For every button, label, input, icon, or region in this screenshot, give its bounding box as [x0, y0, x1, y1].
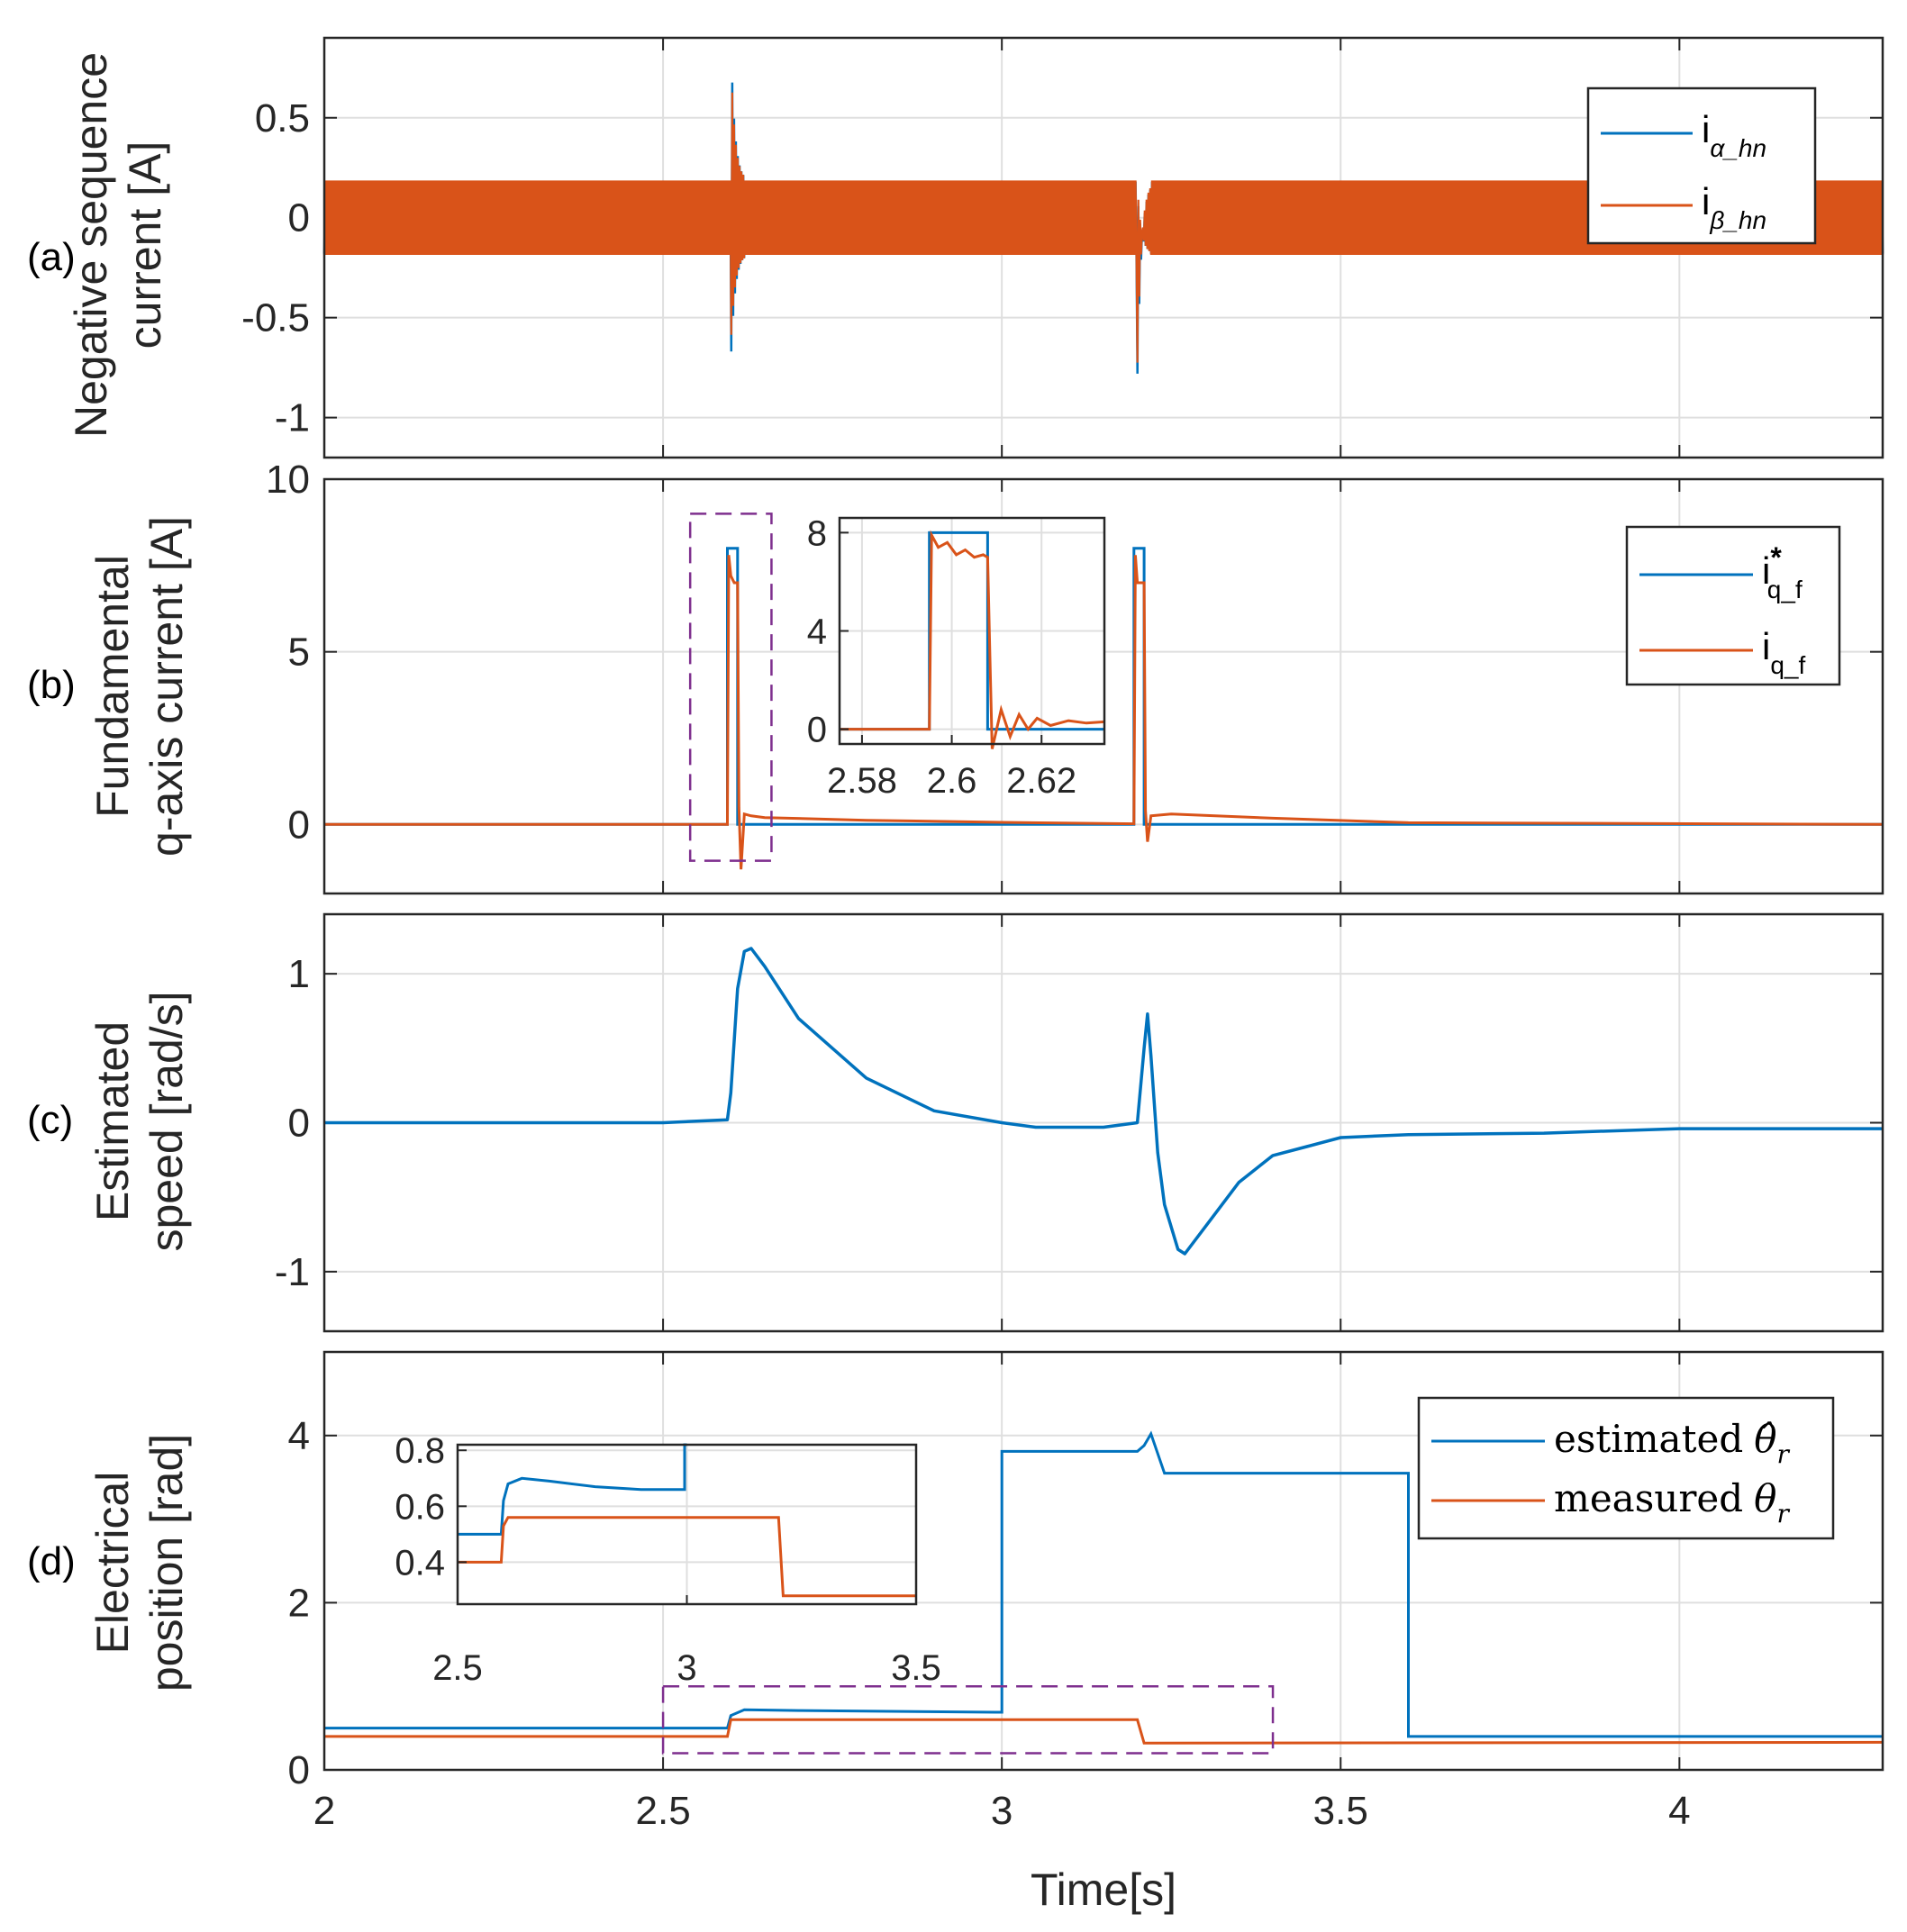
y-axis-label: Estimatedspeed [rad/s] — [87, 991, 192, 1251]
inset-y-tick-label: 0.6 — [395, 1487, 445, 1527]
legend-sub: q_f — [1767, 576, 1803, 603]
panel-label: (b) — [27, 663, 76, 707]
y-tick-label: 0 — [288, 1748, 310, 1792]
y-axis-label: Fundamentalq-axis current [A] — [87, 516, 192, 857]
inset-x-tick-label: 3.5 — [891, 1648, 941, 1688]
y-tick-label: 0.5 — [255, 96, 310, 141]
y-tick-label: 4 — [288, 1414, 310, 1458]
y-axis-label-line: q-axis current [A] — [141, 516, 192, 857]
legend-sub: α_hn — [1710, 134, 1766, 162]
legend-word: measured — [1554, 1476, 1743, 1520]
series-line-iq — [324, 555, 1884, 870]
legend-main: i — [1702, 108, 1710, 150]
legend-box — [1586, 86, 1817, 245]
y-tick-label: 0 — [288, 196, 310, 240]
y-tick-label: 0 — [288, 803, 310, 847]
y-tick-label: 10 — [266, 458, 310, 502]
y-axis-label: Negative sequencecurrent [A] — [66, 52, 170, 438]
legend-sub: q_f — [1770, 651, 1805, 679]
y-tick-label: -1 — [275, 396, 310, 440]
legend-sub: r — [1777, 1439, 1791, 1469]
y-axis-label-line: current [A] — [120, 141, 170, 349]
panel-label: (c) — [27, 1098, 73, 1142]
x-tick-label: 2 — [313, 1789, 335, 1833]
legend-box — [1417, 1396, 1835, 1540]
inset-y-tick-label: 4 — [807, 612, 827, 652]
legend-label: measured θr — [1554, 1476, 1790, 1528]
y-tick-label: 5 — [288, 630, 310, 675]
x-axis-label: Time[s] — [1031, 1864, 1176, 1915]
y-axis-label: Electricalposition [rad] — [87, 1434, 192, 1692]
y-axis-label-line: Estimated — [87, 1021, 138, 1221]
y-axis-label-line: Electrical — [87, 1472, 138, 1655]
inset-y-tick-label: 0 — [807, 711, 827, 750]
legend-symbol: θ̂ — [1754, 1417, 1776, 1461]
legend-sub: β_hn — [1709, 206, 1766, 234]
x-tick-label: 3.5 — [1313, 1789, 1368, 1833]
y-tick-label: -1 — [275, 1250, 310, 1294]
axes-frame — [322, 912, 1884, 1333]
y-tick-label: 2 — [288, 1581, 310, 1625]
y-tick-label: 1 — [288, 952, 310, 996]
inset-x-tick-label: 3 — [677, 1648, 696, 1688]
inset-series-line — [840, 530, 1105, 749]
panel-c: 1 0 -1 (c) Estimatedspeed [rad/s] — [27, 912, 1884, 1333]
y-tick-label: -0.5 — [241, 296, 310, 340]
series-line-theta-meas — [324, 1718, 1884, 1745]
inset-y-tick-label: 0.8 — [395, 1431, 445, 1471]
legend-sub: r — [1776, 1499, 1790, 1528]
legend-word: estimated — [1554, 1417, 1743, 1461]
inset-x-tick-label: 2.6 — [927, 761, 977, 801]
legend-label: estimated θ̂r — [1554, 1417, 1791, 1469]
legend-main: i — [1702, 180, 1710, 222]
inset-y-tick-label: 0.4 — [395, 1543, 445, 1583]
legend-box — [1625, 525, 1841, 686]
zoom-box — [661, 1684, 1275, 1755]
legend-label: iβ_hn — [1702, 180, 1766, 234]
x-tick-label: 2.5 — [636, 1789, 691, 1833]
legend-sup: * — [1770, 541, 1782, 574]
inset-series-line — [458, 1516, 916, 1598]
inset-y-tick-label: 8 — [807, 513, 827, 553]
legend-label: iq_f — [1762, 625, 1805, 679]
inset-x-tick-label: 2.58 — [827, 761, 897, 801]
panel-label: (d) — [27, 1539, 76, 1583]
zoom-box — [688, 512, 773, 862]
inset-x-tick-label: 2.62 — [1006, 761, 1076, 801]
legend-main: i — [1762, 549, 1770, 592]
legend-label: i* q_f — [1762, 541, 1803, 603]
legend-main: i — [1762, 625, 1770, 667]
y-axis-label-line: speed [rad/s] — [141, 991, 192, 1251]
legend-label: iα_hn — [1702, 108, 1766, 162]
y-tick-label: 0 — [288, 1102, 310, 1146]
series-line-theta-est — [324, 1430, 1883, 1738]
axes-frame — [322, 36, 1884, 459]
panel-label: (a) — [27, 235, 76, 279]
axes-frame — [322, 1350, 1884, 1772]
series-line-speed — [324, 947, 1883, 1256]
axes-frame — [322, 477, 1884, 895]
x-tick-label: 4 — [1668, 1789, 1690, 1833]
y-axis-label-line: Fundamental — [87, 555, 138, 818]
inset-x-tick-label: 2.5 — [432, 1648, 483, 1688]
y-axis-label-line: Negative sequence — [66, 52, 116, 438]
y-axis-label-line: position [rad] — [141, 1434, 192, 1692]
x-tick-label: 3 — [991, 1789, 1013, 1833]
inset-series-line — [458, 1443, 687, 1536]
legend-symbol: θ — [1754, 1476, 1776, 1520]
